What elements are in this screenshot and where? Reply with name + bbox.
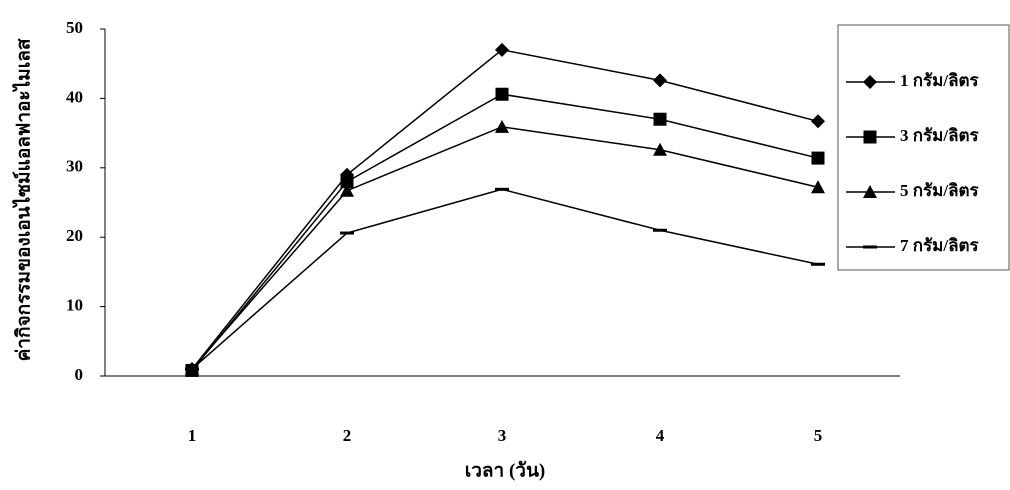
legend-label: 3 กรัม/ลิตร	[900, 126, 980, 145]
y-tick-label: 20	[66, 226, 83, 245]
legend-label: 7 กรัม/ลิตร	[900, 236, 980, 255]
legend-box	[838, 25, 1009, 270]
marker	[495, 120, 509, 133]
marker	[496, 88, 509, 101]
y-tick-label: 30	[66, 157, 83, 176]
legend-marker	[863, 75, 877, 89]
x-tick-label: 5	[814, 426, 823, 445]
series-line	[192, 189, 818, 369]
series-line	[192, 94, 818, 370]
series-line	[192, 127, 818, 369]
legend-label: 5 กรัม/ลิตร	[900, 181, 980, 200]
x-tick-label: 2	[343, 426, 352, 445]
legend-label: 1 กรัม/ลิตร	[900, 71, 980, 90]
y-tick-label: 40	[66, 87, 83, 106]
x-tick-label: 3	[498, 426, 507, 445]
marker	[653, 73, 667, 87]
chart: ค่ากิจกรรมของเอนไซม์แอลฟาอะไมเลส เวลา (ว…	[0, 0, 1010, 485]
y-tick-label: 0	[75, 365, 84, 384]
marker	[812, 152, 825, 165]
y-axis-label: ค่ากิจกรรมของเอนไซม์แอลฟาอะไมเลส	[11, 38, 34, 361]
x-tick-label: 4	[656, 426, 665, 445]
y-tick-label: 10	[66, 296, 83, 315]
x-tick-label: 1	[188, 426, 197, 445]
marker	[654, 113, 667, 126]
legend-marker	[864, 131, 877, 144]
x-axis-label: เวลา (วัน)	[465, 460, 546, 481]
marker	[811, 114, 825, 128]
y-tick-label: 50	[66, 18, 83, 37]
